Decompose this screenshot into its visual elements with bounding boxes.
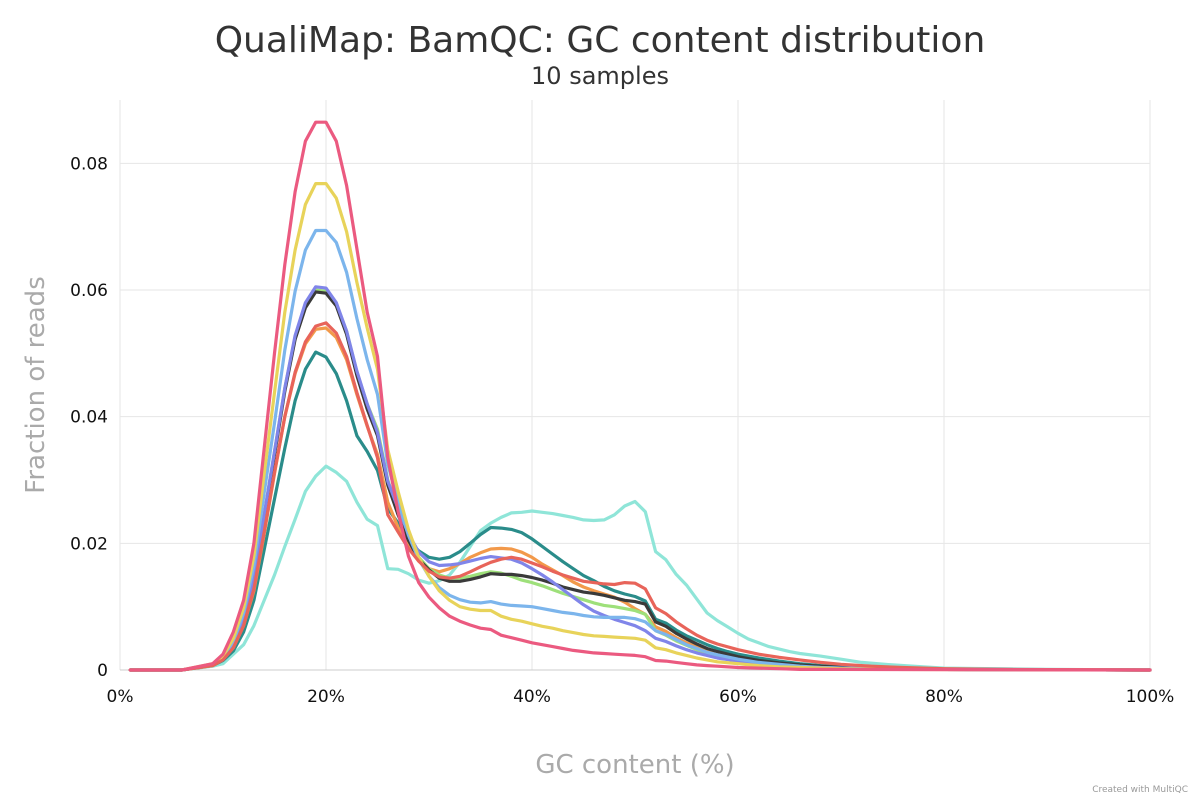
y-tick-label: 0.04 [70, 408, 108, 428]
x-tick-label: 60% [719, 687, 757, 707]
series-line-2[interactable] [128, 350, 1152, 672]
credit-label[interactable]: Created with MultiQC [1092, 785, 1188, 795]
x-tick-label: 80% [925, 687, 963, 707]
x-tick-label: 20% [307, 687, 345, 707]
series-line-8[interactable] [128, 182, 1152, 672]
series-line-10[interactable] [128, 120, 1152, 672]
series-line-7[interactable] [128, 228, 1152, 672]
x-axis-ticks: 0% 20% 40% 60% 80% 100% [107, 687, 1175, 707]
grid-lines [119, 100, 1151, 671]
y-axis-title: Fraction of reads [21, 276, 51, 493]
x-tick-label: 0% [107, 687, 134, 707]
chart-subtitle: 10 samples [531, 62, 669, 90]
chart-title: QualiMap: BamQC: GC content distribution [215, 20, 986, 61]
series-lines[interactable] [128, 120, 1152, 672]
y-tick-label: 0.08 [70, 154, 108, 174]
series-line-9[interactable] [128, 321, 1152, 672]
series-line-1[interactable] [128, 464, 1152, 672]
x-axis-title: GC content (%) [535, 750, 734, 780]
x-tick-label: 100% [1126, 687, 1175, 707]
y-tick-label: 0.06 [70, 281, 108, 301]
series-line-4[interactable] [128, 288, 1152, 672]
y-tick-label: 0.02 [70, 534, 108, 554]
y-axis-ticks: 0 0.02 0.04 0.06 0.08 [70, 154, 108, 681]
y-tick-label: 0 [97, 661, 108, 681]
x-tick-label: 40% [513, 687, 551, 707]
